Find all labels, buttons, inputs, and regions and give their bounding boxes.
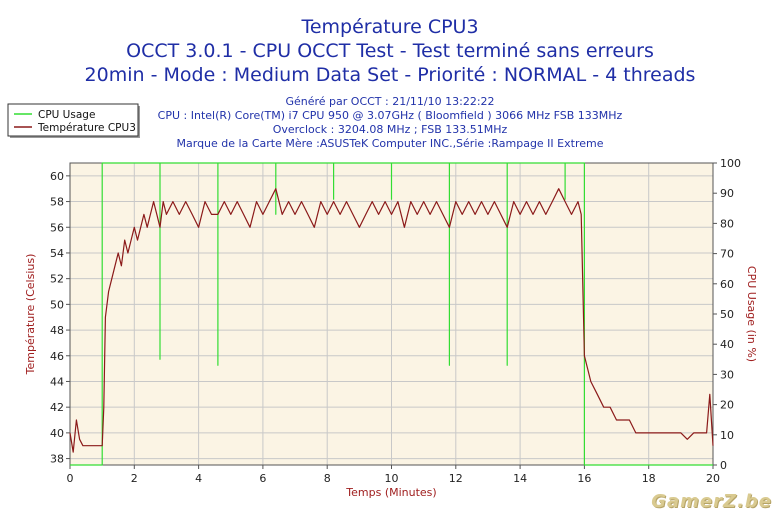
info-cpu: CPU : Intel(R) Core(TM) i7 CPU 950 @ 3.0…: [157, 109, 623, 122]
x-tick-label: 12: [449, 472, 463, 485]
x-tick-label: 4: [195, 472, 202, 485]
x-axis-label: Temps (Minutes): [345, 486, 436, 499]
x-tick-label: 8: [324, 472, 331, 485]
info-motherboard: Marque de la Carte Mère :ASUSTeK Compute…: [176, 137, 604, 150]
legend-box: [7, 103, 139, 137]
series-line-temperature: [69, 188, 714, 453]
y-tick-label: 60: [50, 170, 64, 183]
y-tick-label: 40: [50, 427, 64, 440]
y-tick-label: 46: [50, 350, 64, 363]
y-tick-label: 48: [50, 324, 64, 337]
chart-title: Température CPU3: [301, 16, 479, 38]
info-overclock: Overclock : 3204.08 MHz ; FSB 133.51MHz: [272, 123, 508, 136]
chart-subtitle-mode: 20min - Mode : Medium Data Set - Priorit…: [84, 64, 696, 86]
x-tick-label: 10: [385, 472, 399, 485]
legend-label: CPU Usage: [38, 109, 95, 121]
y-tick-label: 50: [50, 298, 64, 311]
legend-label: Température CPU3: [37, 122, 136, 134]
chart-subtitle-test: OCCT 3.0.1 - CPU OCCT Test - Test termin…: [126, 40, 654, 62]
x-tick-label: 6: [259, 472, 266, 485]
x-tick-label: 0: [67, 472, 74, 485]
y2-tick-label: 10: [720, 429, 734, 442]
y-tick-label: 44: [50, 375, 64, 388]
y-tick-label: 54: [50, 247, 64, 260]
y2-tick-label: 50: [720, 308, 734, 321]
y-axis-label: Température (Celsius): [24, 254, 37, 376]
y2-tick-label: 100: [720, 157, 741, 170]
y2-tick-label: 60: [720, 278, 734, 291]
y-tick-label: 52: [50, 273, 64, 286]
y2-tick-label: 0: [720, 459, 727, 472]
x-tick-label: 18: [642, 472, 656, 485]
x-tick-label: 20: [706, 472, 720, 485]
y2-tick-label: 80: [720, 217, 734, 230]
x-tick-label: 16: [577, 472, 591, 485]
y-tick-label: 58: [50, 196, 64, 209]
y2-tick-label: 30: [720, 368, 734, 381]
y2-tick-label: 40: [720, 338, 734, 351]
watermark-logo: GamerZ.be: [651, 491, 772, 512]
y2-tick-label: 70: [720, 248, 734, 261]
y2-axis-label: CPU Usage (in %): [745, 266, 758, 362]
x-tick-label: 2: [131, 472, 138, 485]
y2-tick-label: 20: [720, 399, 734, 412]
series-line-cpu-usage: [70, 162, 713, 466]
y-tick-label: 42: [50, 401, 64, 414]
y-tick-label: 56: [50, 221, 64, 234]
x-tick-label: 14: [513, 472, 527, 485]
y2-tick-label: 90: [720, 187, 734, 200]
info-generated: Généré par OCCT : 21/11/10 13:22:22: [285, 95, 495, 108]
y-tick-label: 38: [50, 453, 64, 466]
